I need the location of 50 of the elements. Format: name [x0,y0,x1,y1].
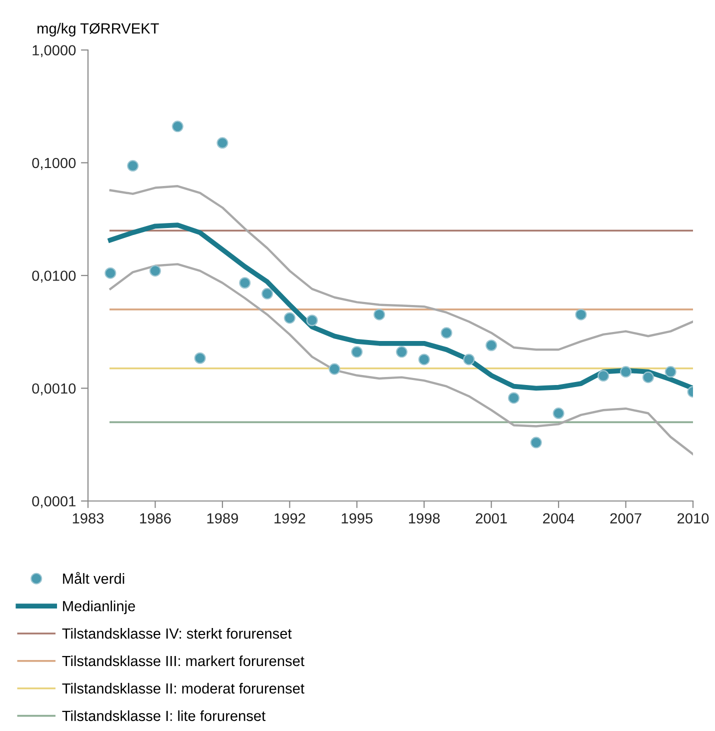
point [575,308,587,320]
point [194,352,206,364]
x-tick-label: 1983 [72,513,104,524]
point [328,363,340,375]
legend-label: Tilstandsklasse III: markert forurenset [62,655,304,666]
point [239,277,251,289]
y-tick-label: 0,0001 [32,496,76,508]
point [463,354,475,366]
x-tick-label: 1998 [409,513,440,524]
point [374,308,386,320]
line-series [109,185,693,351]
line-series [109,263,693,456]
point [530,436,542,448]
point [216,137,228,149]
point [440,327,452,339]
legend-label: Medianlinje [63,600,135,614]
point [284,312,296,324]
point [642,372,654,384]
x-tick-label: 2001 [476,513,507,524]
y-axis-title: mg/kg TØRRVEKT [38,22,159,36]
point [620,366,632,378]
point [486,340,498,352]
point [351,346,363,358]
point [172,120,184,132]
x-tick-label: 1986 [140,513,171,524]
y-tick-label: 0,1000 [32,158,76,170]
point [396,346,408,358]
y-tick-label: 0,0010 [32,383,76,396]
point [552,408,564,420]
point [104,267,116,279]
y-tick-label: 0,0100 [32,270,76,283]
legend-label: Tilstandsklasse I: lite forurenset [62,710,266,722]
point [598,370,610,382]
x-tick-label: 1995 [342,513,372,524]
point [149,265,161,277]
point [306,314,318,326]
x-tick-label: 1992 [274,513,306,524]
legend-label: Tilstandsklasse II: moderat forurenset [62,682,304,694]
y-tick-label: 1,0000 [32,45,76,58]
point [261,288,274,300]
x-tick-label: 1989 [207,513,238,524]
legend-label: Målt verdi [63,572,124,584]
point [508,392,520,404]
point [418,354,430,366]
point [127,160,139,172]
legend-label: Tilstandsklasse IV: sterkt forurenset [62,628,292,639]
point [664,366,676,378]
x-tick-label: 2007 [610,513,642,524]
x-tick-label: 2004 [543,513,574,524]
x-tick-label: 2010 [678,513,709,524]
